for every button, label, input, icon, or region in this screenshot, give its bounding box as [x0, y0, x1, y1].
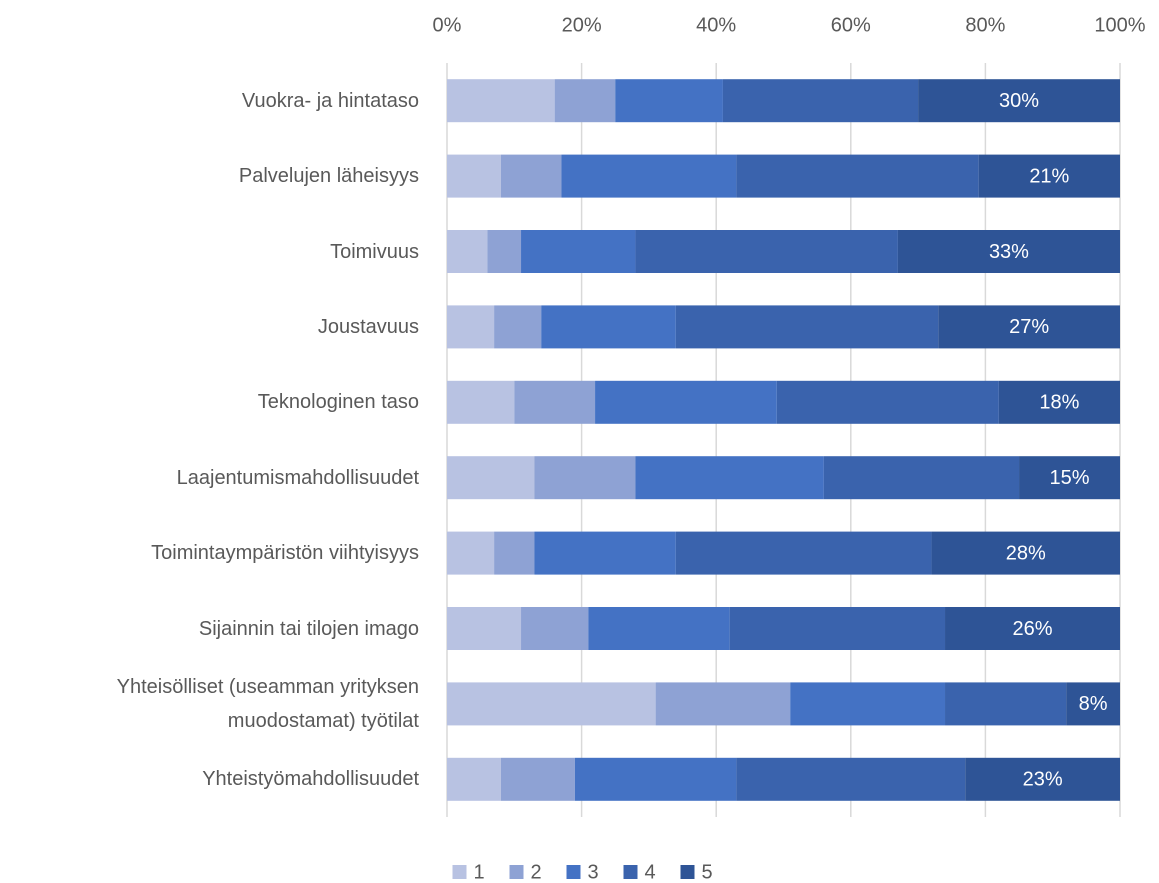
bar-segment — [561, 154, 737, 198]
bar-segment — [722, 79, 919, 123]
bar-segment — [574, 757, 737, 801]
data-label: 27% — [1009, 316, 1049, 338]
bar-segment — [790, 682, 946, 726]
data-label: 18% — [1039, 392, 1079, 414]
bar-segment — [447, 230, 488, 273]
category-label: Vuokra- ja hintataso — [241, 89, 419, 112]
legend-label: 1 — [474, 861, 485, 883]
data-label: 33% — [989, 241, 1029, 263]
bar-segment — [541, 305, 676, 349]
legend-label: 4 — [645, 861, 656, 883]
legend-swatch — [452, 865, 467, 879]
bar-segment — [595, 380, 777, 424]
bar-segment — [1066, 682, 1120, 726]
category-label: Toimintaympäristön viihtyisyys — [151, 542, 419, 565]
bar-segment — [514, 380, 596, 424]
category-label: Joustavuus — [317, 315, 419, 338]
bar-segment — [938, 305, 1120, 349]
bar-segment — [447, 757, 501, 801]
bar-segment — [494, 305, 542, 349]
bar-segment — [897, 230, 1120, 273]
bar-segment — [588, 607, 730, 650]
bar-segment — [945, 607, 1120, 650]
bar-segment — [500, 757, 575, 801]
bar-segment — [534, 531, 676, 575]
bar-segment — [675, 531, 932, 575]
bar-segment — [635, 230, 898, 273]
bar-segment — [635, 456, 824, 500]
category-label: Laajentumismahdollisuudet — [176, 466, 419, 489]
bar-segment — [554, 79, 616, 123]
x-tick-label: 20% — [562, 14, 602, 36]
bar-segment — [447, 531, 495, 575]
bar-segment — [500, 154, 562, 198]
legend-swatch — [509, 865, 524, 879]
bar-segment — [1019, 456, 1120, 500]
bar-segment — [655, 682, 791, 726]
bar-segment — [447, 154, 501, 198]
bar-segment — [823, 456, 1020, 500]
category-label: Yhteistyömahdollisuudet — [202, 768, 419, 791]
bar-segment — [776, 380, 999, 424]
x-tick-label: 100% — [1094, 14, 1145, 36]
bar-segment — [736, 757, 966, 801]
data-label: 21% — [1029, 165, 1069, 187]
data-label: 8% — [1079, 693, 1108, 715]
bar-segment — [534, 456, 636, 500]
bar-segment — [447, 305, 495, 349]
bar-segment — [931, 531, 1120, 575]
data-label: 26% — [1012, 618, 1052, 640]
x-tick-label: 80% — [965, 14, 1005, 36]
x-tick-label: 0% — [433, 14, 462, 36]
bar-segment — [998, 380, 1120, 424]
data-label: 15% — [1050, 467, 1090, 489]
category-label: Palvelujen läheisyys — [238, 165, 419, 188]
bar-segment — [487, 230, 522, 273]
bar-segment — [615, 79, 723, 123]
bar-segment — [918, 79, 1120, 123]
bar-segment — [945, 682, 1067, 726]
legend-label: 5 — [702, 861, 713, 883]
bar-segment — [729, 607, 946, 650]
category-label: Sijainnin tai tilojen imago — [198, 617, 419, 640]
bar-segment — [736, 154, 979, 198]
bar-segment — [447, 607, 522, 650]
legend-label: 3 — [588, 861, 599, 883]
legend-label: 2 — [531, 861, 542, 883]
bar-segment — [965, 757, 1120, 801]
category-label: Teknologinen taso — [257, 391, 419, 414]
x-tick-label: 40% — [696, 14, 736, 36]
data-label: 28% — [1006, 542, 1046, 564]
category-label: Yhteisölliset (useamman yrityksen muodos… — [116, 675, 419, 732]
data-label: 30% — [999, 90, 1039, 112]
bar-segment — [447, 380, 515, 424]
bar-segment — [521, 230, 636, 273]
bar-segment — [447, 682, 656, 726]
category-label: Toimivuus — [330, 240, 419, 263]
bar-segment — [447, 79, 555, 123]
data-label: 23% — [1023, 769, 1063, 791]
legend-swatch — [680, 865, 695, 879]
bar-segment — [521, 607, 589, 650]
x-tick-label: 60% — [831, 14, 871, 36]
bar-segment — [447, 456, 535, 500]
bar-segment — [675, 305, 939, 349]
bar-segment — [494, 531, 535, 575]
legend-swatch — [566, 865, 581, 879]
legend-swatch — [623, 865, 638, 879]
bar-segment — [978, 154, 1120, 198]
